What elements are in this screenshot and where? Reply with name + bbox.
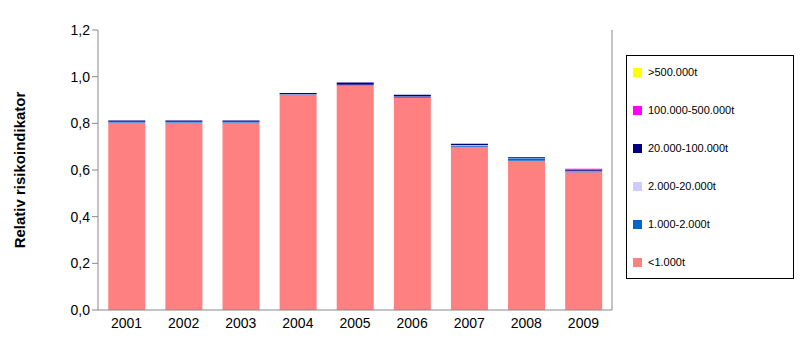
svg-text:2007: 2007 xyxy=(454,315,485,331)
svg-text:Relativ risikoindikator: Relativ risikoindikator xyxy=(11,91,28,248)
svg-text:2004: 2004 xyxy=(282,315,313,331)
html-text:100.000-500.000t: 100.000-500.000t xyxy=(648,104,735,116)
svg-text:1,2: 1,2 xyxy=(71,22,91,38)
svg-text:2009: 2009 xyxy=(568,315,599,331)
html-text:20.000-100.000t: 20.000-100.000t xyxy=(648,142,729,154)
svg-text:2008: 2008 xyxy=(511,315,542,331)
svg-text:0,0: 0,0 xyxy=(71,302,91,318)
html-text:<1.000t: <1.000t xyxy=(648,256,685,268)
svg-text:0,8: 0,8 xyxy=(71,115,91,131)
svg-text:2003: 2003 xyxy=(225,315,256,331)
svg-text:0,2: 0,2 xyxy=(71,255,91,271)
svg-text:1,0: 1,0 xyxy=(71,69,91,85)
html-text:1.000-2.000t: 1.000-2.000t xyxy=(648,218,710,230)
svg-text:2006: 2006 xyxy=(397,315,428,331)
svg-text:2005: 2005 xyxy=(339,315,370,331)
svg-text:2002: 2002 xyxy=(168,315,199,331)
html-text:>500.000t: >500.000t xyxy=(648,66,698,78)
svg-text:0,4: 0,4 xyxy=(71,209,91,225)
svg-text:2001: 2001 xyxy=(111,315,142,331)
svg-text:0,6: 0,6 xyxy=(71,162,91,178)
html-text:2.000-20.000t: 2.000-20.000t xyxy=(648,180,716,192)
